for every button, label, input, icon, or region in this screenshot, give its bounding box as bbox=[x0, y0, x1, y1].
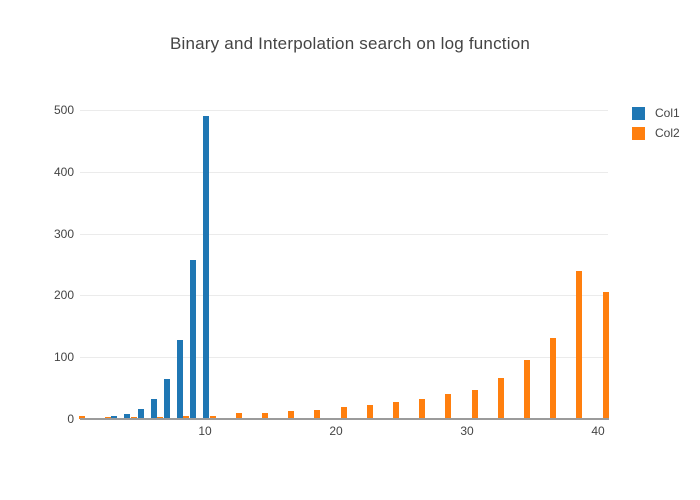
y-tick-label: 400 bbox=[53, 164, 74, 179]
gridline-y-300 bbox=[80, 233, 608, 235]
legend-swatch-col2-icon bbox=[632, 126, 645, 140]
y-tick-label: 200 bbox=[53, 288, 74, 303]
bar-col1-x3[interactable] bbox=[111, 415, 118, 419]
bar-col2-x0[interactable] bbox=[78, 415, 85, 419]
gridline-y-200 bbox=[80, 295, 608, 297]
gridline-y-500 bbox=[80, 110, 608, 111]
y-tick-label: 500 bbox=[53, 103, 74, 117]
legend-label-col2: Col2 bbox=[655, 126, 680, 140]
bar-col2-x14[interactable] bbox=[261, 412, 268, 419]
bar-col2-x38[interactable] bbox=[576, 270, 583, 419]
gridline-y-400 bbox=[80, 171, 608, 173]
bar-col2-x16[interactable] bbox=[288, 411, 295, 419]
bar-col2-x24[interactable] bbox=[392, 402, 399, 419]
bar-col2-x12[interactable] bbox=[235, 412, 242, 419]
gridline-y-100 bbox=[80, 357, 608, 359]
chart-title: Binary and Interpolation search on log f… bbox=[169, 34, 531, 53]
bar-col2-x40[interactable] bbox=[602, 292, 609, 419]
bar-col2-x22[interactable] bbox=[366, 404, 373, 419]
bar-col2-x18[interactable] bbox=[314, 409, 321, 419]
x-tick-label: 30 bbox=[460, 424, 474, 438]
bar-col1-x4[interactable] bbox=[124, 414, 131, 419]
legend-item-col2[interactable]: Col2 bbox=[632, 123, 680, 143]
legend-label-col1: Col1 bbox=[655, 106, 680, 120]
bar-col1-x9[interactable] bbox=[189, 260, 196, 419]
legend-swatch-col1-icon bbox=[632, 106, 645, 120]
bar-col2-x28[interactable] bbox=[445, 394, 452, 419]
bar-col2-x10[interactable] bbox=[209, 415, 216, 419]
bar-col1-x6[interactable] bbox=[150, 399, 157, 419]
bar-col2-x36[interactable] bbox=[550, 338, 557, 419]
legend: Col1 Col2 bbox=[632, 103, 680, 143]
bar-col2-x30[interactable] bbox=[471, 390, 478, 419]
bar-col2-x8[interactable] bbox=[183, 415, 190, 419]
bar-col2-x20[interactable] bbox=[340, 406, 347, 419]
bar-col2-x26[interactable] bbox=[419, 398, 426, 419]
x-tick-label: 20 bbox=[329, 424, 343, 438]
bar-col1-x5[interactable] bbox=[137, 409, 144, 419]
x-tick-label: 10 bbox=[198, 424, 212, 438]
y-tick-label: 300 bbox=[53, 226, 74, 241]
bar-col2-x34[interactable] bbox=[523, 359, 530, 419]
x-tick-label: 40 bbox=[591, 424, 605, 438]
bar-col1-x8[interactable] bbox=[176, 339, 183, 419]
bar-col1-x7[interactable] bbox=[163, 379, 170, 419]
bar-col2-x32[interactable] bbox=[497, 377, 504, 419]
x-axis-line bbox=[80, 417, 609, 420]
y-tick-label: 100 bbox=[53, 350, 74, 365]
bar-col1-x10[interactable] bbox=[203, 116, 209, 419]
legend-item-col1[interactable]: Col1 bbox=[632, 103, 680, 123]
y-tick-label: 0 bbox=[67, 412, 74, 426]
